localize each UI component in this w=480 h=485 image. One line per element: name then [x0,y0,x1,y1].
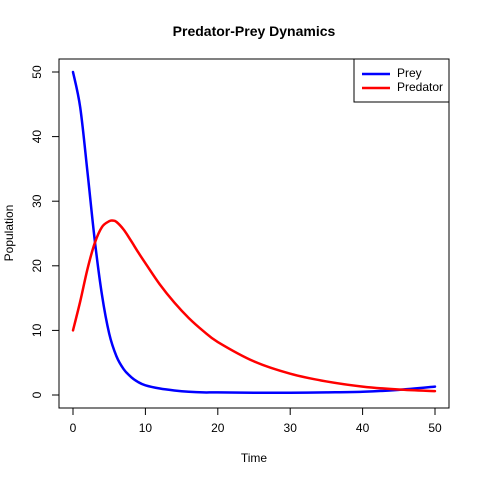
legend-label-predator: Predator [397,80,443,94]
x-tick-label: 40 [356,421,370,435]
y-tick-label: 30 [30,194,44,208]
y-axis: 0 10 20 30 40 50 [30,65,60,398]
x-axis-label: Time [241,451,268,465]
legend-label-prey: Prey [397,66,422,80]
predator-series-line [71,219,437,393]
x-tick-label: 10 [139,421,153,435]
legend-box [353,58,450,103]
series-layer [71,70,437,395]
x-tick-label: 50 [428,421,442,435]
y-tick-label: 10 [30,323,44,337]
y-tick-label: 0 [30,391,44,398]
x-tick-label: 20 [211,421,225,435]
x-axis: 0 10 20 30 40 50 [70,407,442,435]
y-tick-label: 20 [30,259,44,273]
x-tick-label: 0 [70,421,77,435]
x-tick-label: 30 [284,421,298,435]
y-axis-label: Population [2,205,16,262]
chart-title: Predator-Prey Dynamics [173,23,336,39]
y-tick-label: 50 [30,65,44,79]
prey-series-line [71,70,437,395]
y-tick-label: 40 [30,130,44,144]
